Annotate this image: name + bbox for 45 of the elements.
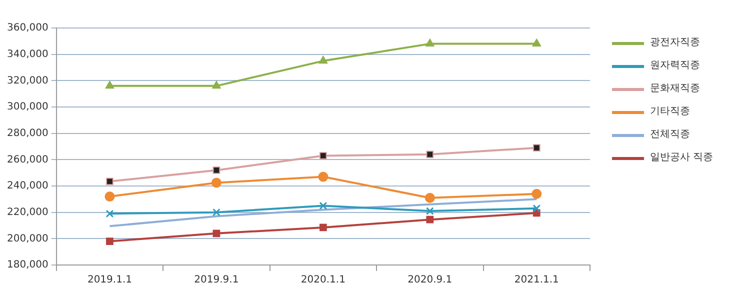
y-tick-label: 220,000 <box>6 206 48 218</box>
y-tick-label: 340,000 <box>6 48 48 60</box>
y-tick-label: 280,000 <box>6 128 48 139</box>
y-tick-label: 200,000 <box>6 233 48 244</box>
point <box>424 192 435 203</box>
legend-label: 전체직종 <box>650 128 691 142</box>
point <box>318 172 328 182</box>
y-tick-label: 320,000 <box>6 75 48 86</box>
legend-label: 기타직종 <box>650 105 691 119</box>
point <box>104 192 115 202</box>
x-tick-label: 2021.1.1 <box>514 274 559 286</box>
point <box>106 178 114 186</box>
point <box>318 56 328 64</box>
y-tick-label: 260,000 <box>6 154 48 166</box>
point <box>426 38 434 47</box>
point <box>106 210 114 218</box>
y-tick-label: 360,000 <box>6 22 48 34</box>
point <box>532 144 540 152</box>
legend-label: 문화재직종 <box>650 82 701 96</box>
point <box>105 80 114 89</box>
point <box>532 188 542 199</box>
y-tick-label: 240,000 <box>6 180 48 192</box>
legend-label: 원자력직종 <box>650 59 701 73</box>
y-tick-label: 300,000 <box>6 102 48 113</box>
point <box>211 178 222 188</box>
point <box>319 202 328 210</box>
x-tick-label: 2019.1.1 <box>87 274 132 286</box>
x-tick-label: 2019.9.1 <box>194 274 239 286</box>
point <box>212 230 220 238</box>
point <box>212 208 220 216</box>
point <box>319 152 327 160</box>
point <box>426 150 434 158</box>
x-tick-label: 2020.1.1 <box>300 274 346 286</box>
x-tick-label: 2020.9.1 <box>408 274 452 286</box>
point <box>212 166 220 174</box>
point <box>426 216 434 224</box>
point <box>532 204 541 212</box>
legend-label: 일반공사 직종 <box>650 151 714 165</box>
point <box>532 38 542 47</box>
point <box>106 238 114 245</box>
y-tick-label: 180,000 <box>6 260 48 271</box>
legend-label: 광전자직종 <box>650 36 701 50</box>
point <box>426 207 434 215</box>
point <box>319 224 327 232</box>
point <box>212 80 221 89</box>
